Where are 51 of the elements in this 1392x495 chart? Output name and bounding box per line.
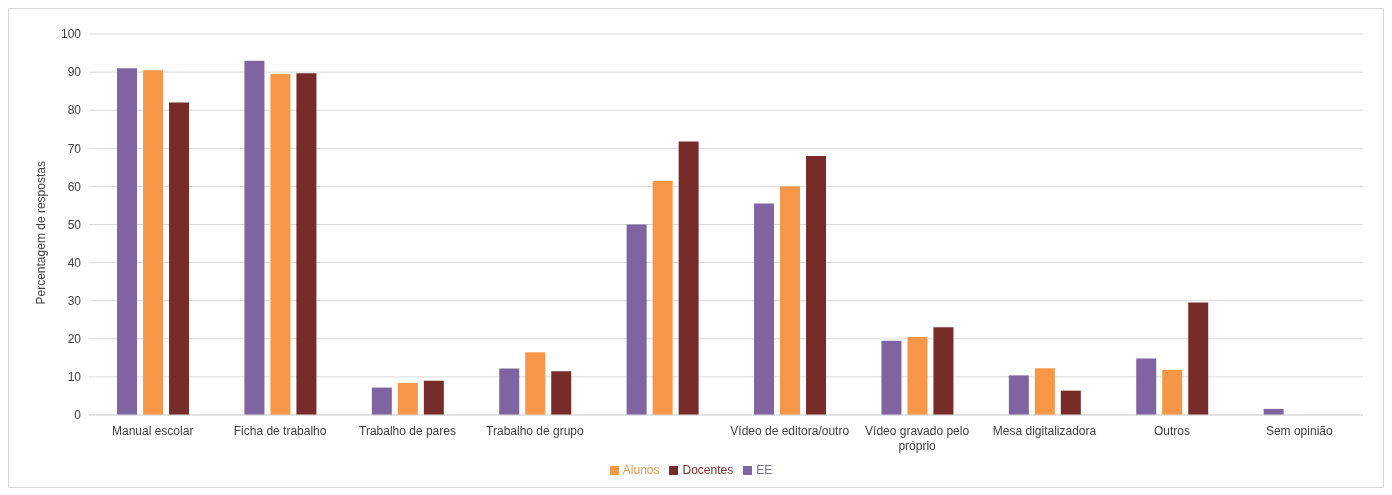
y-tick-label: 50 (67, 217, 82, 232)
bar (117, 68, 138, 415)
y-tick-label: 90 (67, 65, 82, 80)
x-tick-label: Manual escolar (112, 424, 194, 438)
x-tick-label: Trabalho de grupo (486, 424, 585, 438)
x-tick-label: Ficha de trabalho (233, 424, 327, 438)
bar (806, 155, 827, 415)
bar (1162, 370, 1183, 415)
y-tick-label: 0 (74, 408, 82, 423)
y-axis-title: Percentagem de respostas (34, 161, 49, 305)
y-tick-label: 20 (67, 332, 82, 347)
bar (678, 141, 699, 415)
x-tick-label: Mesa digitalizadora (992, 424, 1097, 438)
bar (551, 371, 572, 415)
bar (1188, 302, 1209, 415)
bar (371, 387, 392, 415)
y-tick-label: 30 (67, 293, 82, 308)
bar (397, 383, 418, 415)
bar (652, 180, 673, 415)
x-tick-label: Sem opinião (1265, 424, 1333, 438)
bar (296, 73, 317, 415)
bar (754, 203, 775, 415)
bar (1060, 390, 1081, 415)
bar (1034, 368, 1055, 415)
y-tick-label: 60 (67, 179, 82, 194)
y-tick-label: 80 (67, 103, 82, 118)
bar (907, 336, 928, 415)
bar (169, 102, 190, 415)
x-tick-label: Vídeo gravado pelo próprio (865, 424, 970, 453)
bar (499, 368, 520, 415)
x-tick-label: Trabalho de pares (359, 424, 456, 438)
bar (1136, 358, 1157, 415)
bar (143, 70, 164, 415)
bar (933, 327, 954, 415)
legend-label: EE (756, 463, 773, 477)
bar (881, 340, 902, 415)
bar (244, 60, 265, 415)
x-tick-label: Vídeo de editora/outro (730, 424, 850, 438)
bar (525, 352, 546, 415)
bar (270, 74, 291, 415)
y-tick-label: 70 (67, 141, 82, 156)
legend-label: Docentes (682, 463, 734, 477)
bar (780, 186, 801, 415)
legend-label: Alunos (622, 463, 660, 477)
bar (423, 380, 444, 415)
y-tick-label: 10 (67, 370, 82, 385)
y-tick-label: 100 (60, 27, 82, 42)
x-tick-label: Outros (1153, 424, 1190, 438)
bar (626, 224, 647, 415)
y-tick-label: 40 (67, 255, 82, 270)
bar (1008, 375, 1029, 415)
